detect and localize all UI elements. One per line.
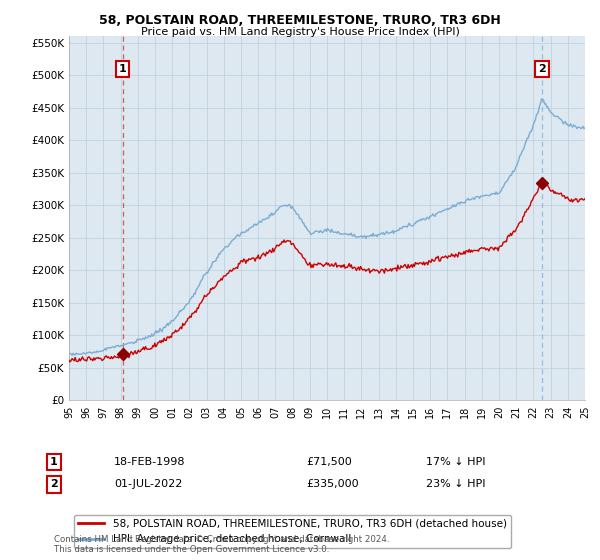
Text: £71,500: £71,500: [306, 457, 352, 467]
Text: 18-FEB-1998: 18-FEB-1998: [114, 457, 185, 467]
Legend: 58, POLSTAIN ROAD, THREEMILESTONE, TRURO, TR3 6DH (detached house), HPI: Average: 58, POLSTAIN ROAD, THREEMILESTONE, TRURO…: [74, 515, 511, 548]
Text: 2: 2: [50, 479, 58, 489]
Text: 2: 2: [538, 64, 546, 74]
Text: 1: 1: [50, 457, 58, 467]
Text: 58, POLSTAIN ROAD, THREEMILESTONE, TRURO, TR3 6DH: 58, POLSTAIN ROAD, THREEMILESTONE, TRURO…: [99, 14, 501, 27]
Text: 17% ↓ HPI: 17% ↓ HPI: [426, 457, 485, 467]
Text: £335,000: £335,000: [306, 479, 359, 489]
Text: Price paid vs. HM Land Registry's House Price Index (HPI): Price paid vs. HM Land Registry's House …: [140, 27, 460, 38]
Text: 01-JUL-2022: 01-JUL-2022: [114, 479, 182, 489]
Text: 23% ↓ HPI: 23% ↓ HPI: [426, 479, 485, 489]
Text: Contains HM Land Registry data © Crown copyright and database right 2024.
This d: Contains HM Land Registry data © Crown c…: [54, 535, 389, 554]
Text: 1: 1: [119, 64, 127, 74]
